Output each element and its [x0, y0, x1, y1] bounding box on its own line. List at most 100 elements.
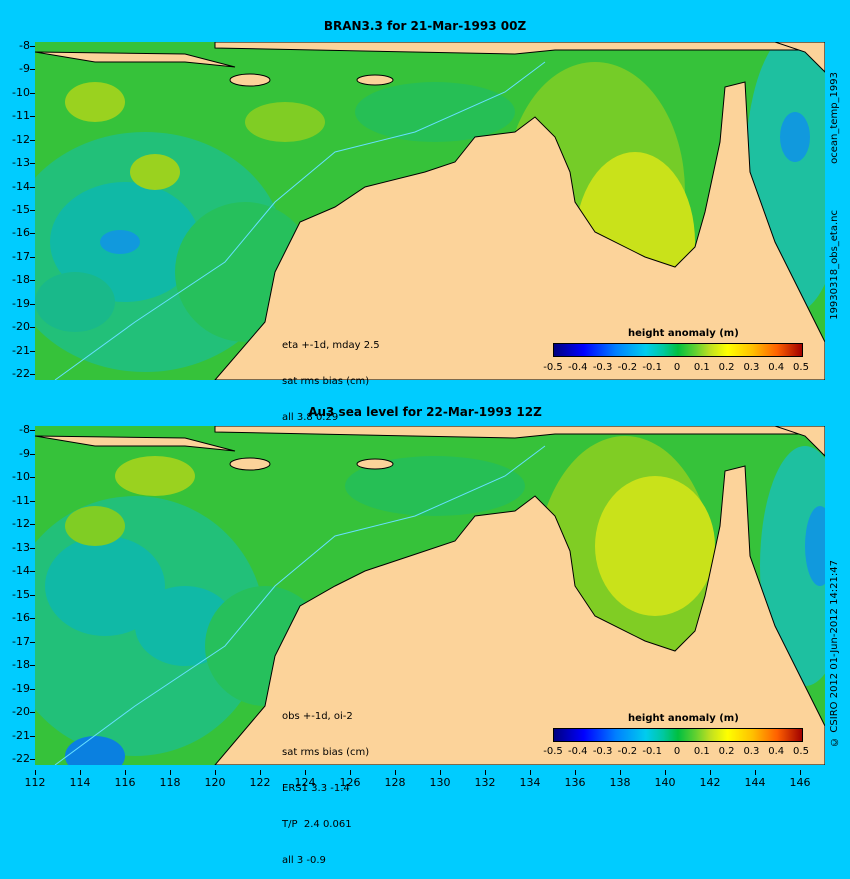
longitude-label: 134	[519, 776, 541, 789]
latitude-label: -16	[12, 226, 30, 240]
latitude-tick	[30, 116, 35, 118]
colorbar-tick-label: 0.5	[793, 362, 809, 373]
longitude-label: 116	[114, 776, 136, 789]
colorbar-tick-label: 0.3	[743, 746, 760, 757]
latitude-tick	[30, 374, 35, 375]
latitude-label: -12	[12, 132, 30, 146]
latitude-label: -15	[12, 587, 30, 601]
latitude-label: -13	[12, 540, 30, 554]
colorbar-tick-label: 0.4	[768, 746, 785, 757]
colorbar-tick-label: -0.1	[642, 362, 662, 373]
longitude-tick	[170, 770, 171, 775]
latitude-label: -14	[12, 564, 30, 577]
top-annotation-line: eta +-1d, mday 2.5	[282, 340, 380, 351]
bottom-map	[35, 426, 825, 765]
longitude-tick	[620, 770, 621, 775]
latitude-tick	[30, 759, 35, 760]
bottom-annotation-line: obs +-1d, oi-2	[282, 711, 353, 722]
latitude-label: -12	[12, 517, 30, 530]
top-annotation-line: sat rms bias (cm)	[282, 376, 370, 387]
longitude-label: 122	[249, 776, 271, 789]
latitude-label: -19	[12, 681, 30, 695]
colorbar-tick-label: 0	[673, 746, 681, 757]
latitude-tick	[30, 303, 35, 305]
latitude-label: -16	[12, 611, 30, 624]
latitude-tick	[30, 186, 35, 188]
longitude-tick	[485, 770, 486, 775]
longitude-tick	[575, 770, 576, 775]
colorbar-tick-label: -0.4	[568, 746, 588, 757]
latitude-label: -10	[12, 85, 30, 99]
latitude-tick	[30, 500, 35, 502]
top-annotation: eta +-1d, mday 2.5 sat rms bias (cm) all…	[282, 316, 380, 436]
colorbar-tick-label: -0.5	[543, 746, 563, 757]
colorbar-tick-label: 0.4	[768, 362, 785, 373]
colorbar-tick-label: 0.5	[793, 746, 809, 757]
colorbar-tick-label: 0.1	[693, 362, 710, 373]
longitude-tick	[125, 770, 126, 775]
latitude-tick	[30, 453, 35, 455]
colorbar-tick-label: -0.1	[642, 746, 662, 757]
colorbar-tick-label: -0.3	[592, 746, 613, 757]
latitude-tick	[30, 350, 35, 352]
latitude-tick	[30, 594, 35, 596]
bottom-annotation-line: sat rms bias (cm)	[282, 747, 370, 758]
bottom-annotation-line: T/P 2.4 0.061	[282, 819, 352, 830]
longitude-tick	[395, 770, 396, 775]
latitude-tick	[30, 735, 35, 737]
colorbar-tick-label: -0.2	[617, 362, 638, 373]
latitude-tick	[30, 163, 35, 165]
bottom-annotation: obs +-1d, oi-2 sat rms bias (cm) ERS1 3.…	[282, 687, 369, 879]
latitude-label: -22	[12, 367, 30, 380]
latitude-label: -9	[19, 62, 30, 76]
longitude-label: 124	[294, 776, 316, 789]
latitude-label: -20	[12, 705, 30, 718]
longitude-tick	[305, 770, 306, 775]
latitude-tick	[30, 92, 35, 94]
bottom-annotation-line: all 3 -0.9	[282, 855, 326, 866]
bottom-colorbar-title: height anomaly (m)	[628, 713, 739, 724]
latitude-label: -17	[12, 249, 30, 263]
latitude-tick	[30, 46, 35, 47]
longitude-label: 118	[159, 776, 181, 789]
latitude-tick	[30, 139, 35, 141]
latitude-label: -11	[12, 493, 30, 507]
latitude-label: -9	[19, 446, 30, 460]
top-annotation-line: all 3.8 0.29	[282, 412, 339, 423]
colorbar-tick-label: -0.5	[543, 362, 563, 373]
longitude-tick	[440, 770, 441, 775]
longitude-label: 146	[789, 776, 811, 789]
latitude-label: -11	[12, 109, 30, 123]
longitude-label: 120	[204, 776, 226, 789]
longitude-label: 130	[429, 776, 451, 789]
latitude-label: -8	[19, 39, 30, 52]
bottom-colorbar	[553, 728, 803, 742]
latitude-label: -8	[19, 423, 30, 436]
longitude-tick	[755, 770, 756, 775]
latitude-tick	[30, 688, 35, 690]
latitude-label: -21	[12, 728, 30, 742]
top-panel-title: BRAN3.3 for 21-Mar-1993 00Z	[323, 19, 527, 33]
latitude-tick	[30, 233, 35, 235]
longitude-label: 142	[699, 776, 721, 789]
latitude-tick	[30, 665, 35, 666]
bottom-side-label: © CSIRO 2012 01-Jun-2012 14:21:47	[829, 560, 840, 747]
longitude-tick	[800, 770, 801, 775]
longitude-tick	[530, 770, 531, 775]
latitude-label: -18	[12, 658, 30, 671]
latitude-tick	[30, 641, 35, 643]
colorbar-tick-label: 0.3	[743, 362, 760, 373]
latitude-label: -10	[12, 470, 30, 483]
top-colorbar-title: height anomaly (m)	[628, 328, 739, 339]
latitude-label: -18	[12, 273, 30, 287]
longitude-label: 140	[654, 776, 676, 789]
side-label-top: ocean_temp_1993	[829, 72, 840, 164]
latitude-tick	[30, 210, 35, 211]
latitude-tick	[30, 69, 35, 71]
colorbar-tick-label: -0.2	[617, 746, 638, 757]
colorbar-tick-label: 0.2	[718, 362, 735, 373]
latitude-tick	[30, 547, 35, 549]
longitude-tick	[710, 770, 711, 775]
latitude-tick	[30, 571, 35, 572]
longitude-tick	[80, 770, 81, 775]
